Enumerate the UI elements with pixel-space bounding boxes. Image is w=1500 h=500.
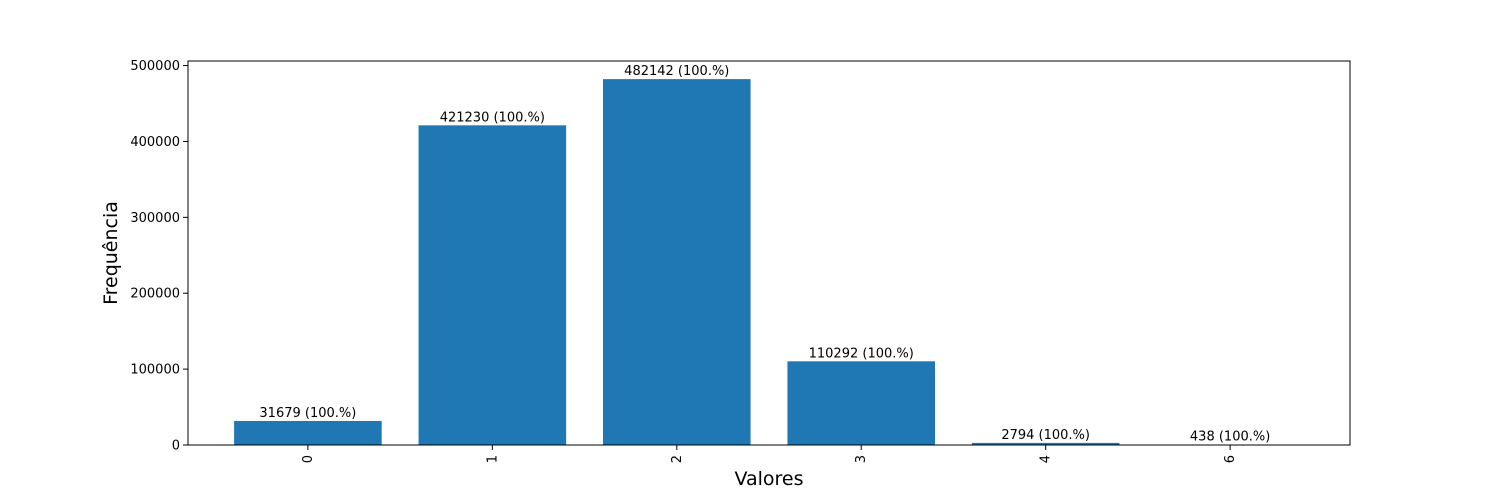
y-tick-label-0: 0 — [172, 439, 180, 454]
y-axis-title: Frequência — [100, 201, 122, 305]
x-axis: 0 1 2 3 4 6 — [301, 445, 1238, 463]
y-tick-label-200000: 200000 — [130, 287, 180, 302]
data-labels-group: 31679 (100.%) 421230 (100.%) 482142 (100.%… — [259, 64, 1270, 445]
x-tick-label-1: 1 — [485, 455, 500, 463]
x-tick-label-4: 4 — [1039, 455, 1054, 463]
data-label-4: 2794 (100.%) — [1001, 428, 1090, 443]
x-tick-label-3: 3 — [854, 455, 869, 463]
y-axis: 0 100000 200000 300000 400000 500000 — [130, 59, 188, 454]
bars-group — [234, 79, 1304, 446]
bar-2 — [603, 79, 751, 446]
plot-frame — [187, 60, 1351, 446]
y-tick-label-400000: 400000 — [130, 135, 180, 150]
y-tick-label-100000: 100000 — [130, 363, 180, 378]
bar-0 — [234, 420, 382, 445]
bar-4 — [971, 442, 1120, 445]
bar-1 — [418, 125, 567, 445]
data-label-0: 31679 (100.%) — [259, 406, 356, 421]
x-axis-title: Valores — [734, 468, 803, 490]
data-label-3: 110292 (100.%) — [809, 346, 914, 361]
x-tick-label-2: 2 — [670, 455, 685, 463]
data-label-1: 421230 (100.%) — [440, 110, 545, 125]
y-tick-label-500000: 500000 — [130, 59, 180, 74]
bar-3 — [787, 361, 935, 445]
data-label-6: 438 (100.%) — [1190, 430, 1270, 445]
y-tick-label-300000: 300000 — [130, 211, 180, 226]
x-tick-label-6: 6 — [1223, 455, 1238, 463]
data-label-2: 482142 (100.%) — [624, 64, 729, 79]
x-tick-label-0: 0 — [301, 455, 316, 463]
